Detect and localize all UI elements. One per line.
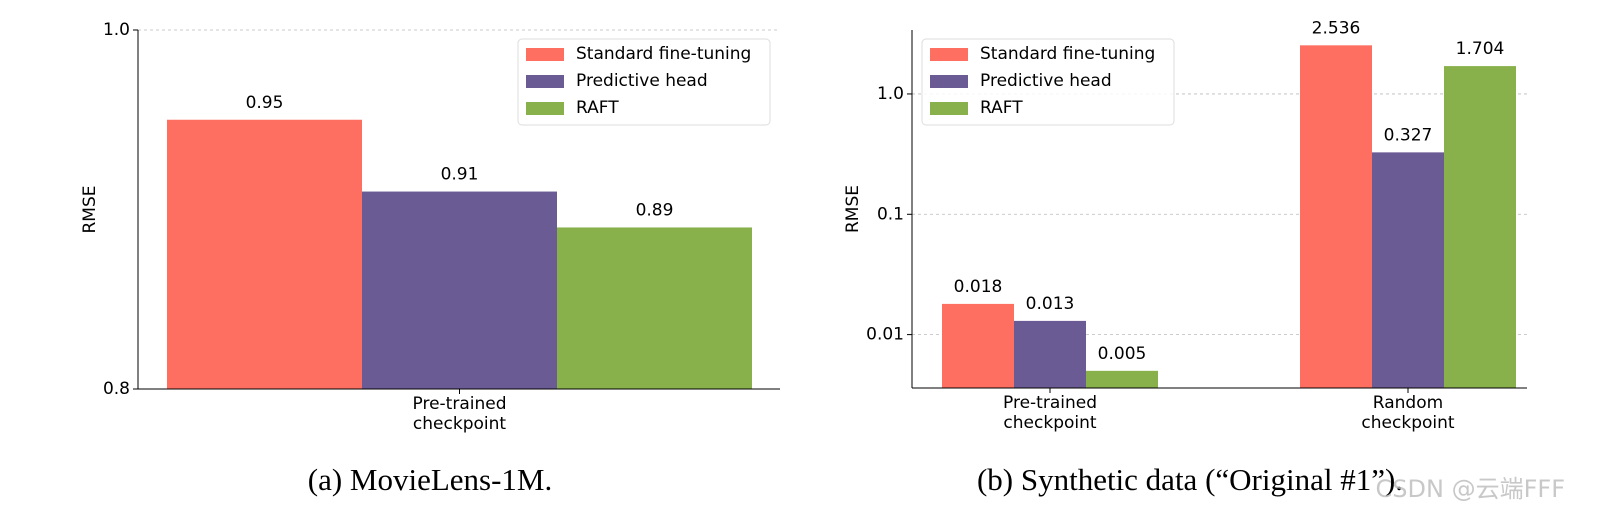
y-axis-label: RMSE — [80, 185, 100, 233]
x-tick-line: checkpoint — [413, 414, 506, 434]
data-label: 0.005 — [1098, 344, 1147, 364]
y-tick-label: 1.0 — [103, 20, 130, 40]
legend-box — [517, 38, 771, 126]
caption: (b) Synthetic data (“Original #1”). — [977, 462, 1403, 497]
legend-swatch — [930, 48, 968, 61]
x-tick-label: Random checkpoint — [1361, 393, 1454, 433]
bar — [167, 119, 362, 389]
data-label: 2.536 — [1312, 18, 1361, 38]
bar — [942, 303, 1014, 388]
data-label: 0.89 — [636, 200, 674, 220]
y-tick-label: 0.1 — [877, 204, 904, 224]
legend-box — [921, 38, 1175, 126]
x-tick-line: Pre-trained — [1003, 393, 1097, 413]
data-label: 0.95 — [246, 93, 284, 113]
legend-label: Predictive head — [980, 71, 1112, 91]
legend-label: Standard fine-tuning — [980, 44, 1155, 64]
x-tick-line: Random — [1373, 393, 1443, 413]
x-tick-label: Pre-trained checkpoint — [1003, 393, 1097, 433]
y-axis-label: RMSE — [843, 185, 863, 233]
bar — [1444, 66, 1516, 388]
bar — [1372, 152, 1444, 388]
legend-label: Predictive head — [576, 71, 708, 91]
bar — [1086, 370, 1158, 388]
legend-label: RAFT — [980, 98, 1023, 118]
legend-swatch — [526, 48, 564, 61]
legend-label: RAFT — [576, 98, 619, 118]
data-label: 0.91 — [441, 165, 479, 185]
y-tick-label: 1.0 — [877, 84, 904, 104]
data-label: 1.704 — [1456, 39, 1505, 59]
bar — [1300, 45, 1372, 389]
bar — [1014, 320, 1086, 388]
caption: (a) MovieLens-1M. — [308, 462, 553, 497]
x-tick-label: Pre-trained checkpoint — [413, 394, 507, 434]
data-label: 0.013 — [1026, 294, 1075, 314]
bar — [557, 227, 752, 389]
x-tick-line: Pre-trained — [413, 394, 507, 414]
watermark: CSDN @云端FFF — [1376, 475, 1565, 503]
legend-swatch — [526, 75, 564, 88]
data-label: 0.018 — [954, 277, 1003, 297]
y-tick-label: 0.01 — [866, 325, 904, 345]
data-label: 0.327 — [1384, 125, 1433, 145]
x-tick-line: checkpoint — [1003, 413, 1096, 433]
y-tick-label: 0.8 — [103, 379, 130, 399]
x-tick-line: checkpoint — [1361, 413, 1454, 433]
legend-label: Standard fine-tuning — [576, 44, 751, 64]
legend-swatch — [930, 102, 968, 115]
legend-swatch — [930, 75, 968, 88]
legend-swatch — [526, 102, 564, 115]
bar — [362, 191, 557, 389]
